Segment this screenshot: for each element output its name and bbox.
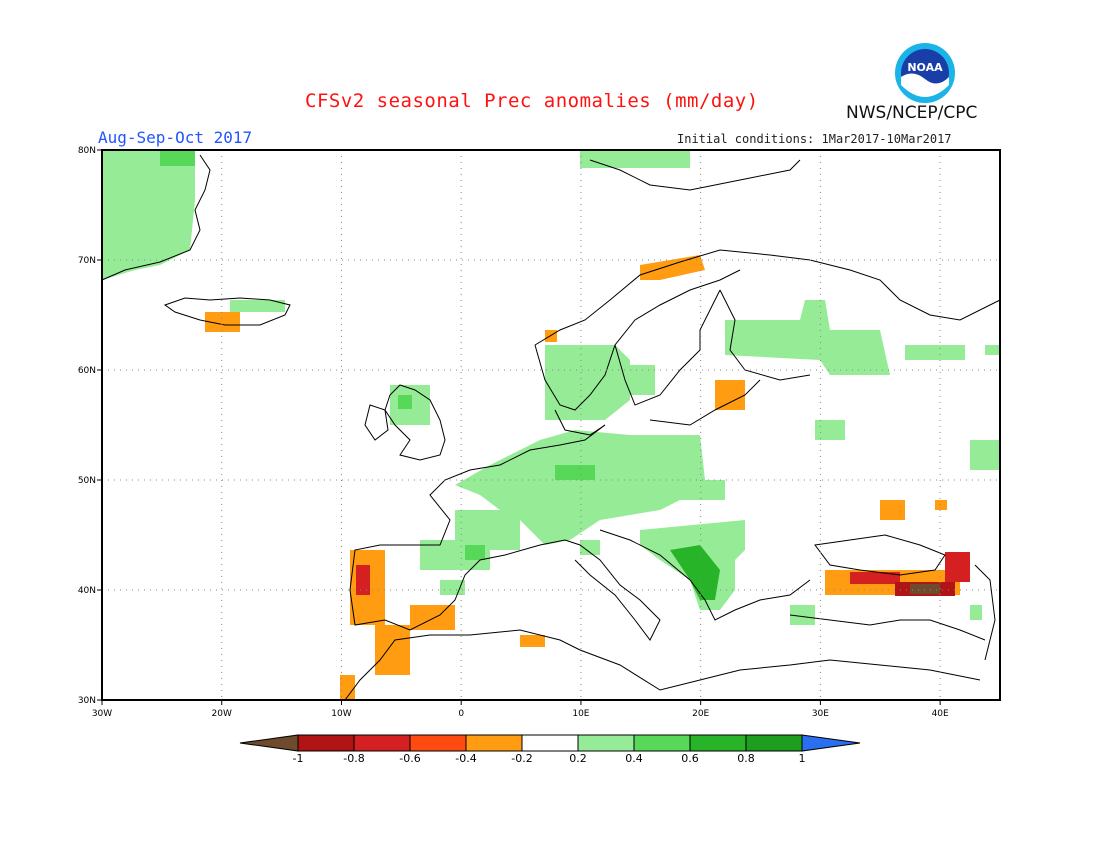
colorbar-segment (633, 734, 691, 752)
colorbar-label: -0.6 (399, 752, 420, 765)
coast-denmark (554, 409, 606, 436)
colorbar-segment (353, 734, 411, 752)
coast-scandinavia (534, 249, 1001, 346)
x-tick-label: 40E (932, 709, 949, 719)
anomaly-russia-wet3 (985, 345, 1000, 355)
anomaly-russia-wet2 (905, 345, 965, 360)
map-frame (101, 149, 1001, 701)
anomaly-turkey-red (850, 572, 900, 584)
anomaly-portugal-red (356, 565, 370, 595)
anomaly-caucasus-dry (880, 500, 905, 520)
anomaly-norway-dry2 (545, 330, 557, 342)
coast-turkey-south (789, 614, 986, 641)
colorbar-label: -1 (293, 752, 304, 765)
coast-europe-west (349, 424, 606, 631)
anomaly-morocco-dry2 (340, 675, 355, 700)
anomaly-turkey-brown (910, 584, 940, 594)
coast-baltic (649, 379, 761, 426)
colorbar-segment (745, 734, 803, 752)
y-tick-labels: 30N 40N 50N 60N 70N 80N (78, 146, 96, 706)
colorbar-label: -0.2 (511, 752, 532, 765)
colorbar-segment (577, 734, 635, 752)
anomaly-shading (102, 150, 1000, 700)
colorbar-label: 0.6 (681, 752, 699, 765)
anomaly-volga-wet (970, 440, 1000, 470)
coastlines (101, 154, 1001, 701)
anomaly-svalbard (580, 150, 690, 168)
anomaly-greece-wet (790, 605, 815, 625)
colorbar-arrow-high (801, 734, 861, 752)
anomaly-greenland (102, 150, 195, 280)
anomaly-iberia-north-core (465, 545, 485, 560)
x-tick-label: 0 (458, 709, 464, 719)
coast-ireland (364, 404, 389, 441)
colorbar-label: 0.4 (625, 752, 643, 765)
anomaly-russia-wet (725, 300, 890, 375)
map-gridlines (97, 149, 1000, 705)
anomaly-turkey-east-wet (970, 605, 982, 620)
x-tick-label: 30E (812, 709, 829, 719)
anomaly-russia-wet4 (815, 420, 845, 440)
y-tick-label: 80N (78, 146, 96, 156)
coast-italy (564, 539, 661, 641)
colorbar-label: 0.2 (569, 752, 587, 765)
coast-greenland (101, 154, 211, 281)
colorbar: -1 -0.8 -0.6 -0.4 -0.2 0.2 0.4 0.6 0.8 1 (239, 734, 861, 765)
anomaly-uk-core (398, 395, 412, 409)
anomaly-morocco-dry (375, 625, 410, 675)
anomaly-central-europe-wet (455, 430, 725, 545)
noaa-logo-text: NOAA (907, 61, 943, 74)
x-tick-label: 10E (572, 709, 589, 719)
anomaly-balkans-core (670, 545, 720, 600)
anomaly-baltic-dry (715, 380, 745, 410)
coast-north-africa (344, 629, 981, 701)
colorbar-label: 0.8 (737, 752, 755, 765)
chart-title: CFSv2 seasonal Prec anomalies (mm/day) (305, 90, 759, 112)
colorbar-segment (689, 734, 747, 752)
colorbar-segment (521, 734, 579, 752)
anomaly-iceland-wet (230, 300, 285, 312)
coast-caspian (974, 564, 996, 661)
anomaly-iceland-dry (205, 312, 240, 332)
anomaly-algeria-dry (520, 635, 545, 647)
agency-label: NWS/NCEP/CPC (846, 103, 978, 123)
coast-svalbard (589, 159, 801, 191)
y-tick-label: 60N (78, 366, 96, 376)
initial-conditions: Initial conditions: 1Mar2017-10Mar2017 (677, 132, 952, 146)
x-tick-labels: 30W 20W 10W 0 10E 20E 30E 40E (92, 709, 949, 719)
colorbar-arrow-low (239, 734, 299, 752)
coast-adriatic (599, 529, 811, 621)
colorbar-label: -0.8 (343, 752, 364, 765)
x-tick-label: 10W (331, 709, 351, 719)
x-tick-label: 20W (212, 709, 232, 719)
x-tick-label: 30W (92, 709, 112, 719)
y-tick-label: 70N (78, 256, 96, 266)
anomaly-italy-wet (580, 540, 600, 555)
coast-sweden (614, 289, 721, 406)
coast-norway-south (534, 269, 741, 411)
forecast-period: Aug-Sep-Oct 2017 (98, 128, 253, 147)
colorbar-label: 1 (799, 752, 806, 765)
colorbar-segment (297, 734, 355, 752)
anomaly-caucasus-red (945, 552, 970, 582)
y-tick-label: 30N (78, 696, 96, 706)
anomaly-caucasus-dry2 (935, 500, 947, 510)
y-tick-label: 40N (78, 586, 96, 596)
coast-black-sea (814, 534, 946, 576)
anomaly-norway-dry (640, 255, 705, 280)
x-tick-label: 20E (692, 709, 709, 719)
y-tick-label: 50N (78, 476, 96, 486)
anomaly-germany-core (555, 465, 595, 480)
anomaly-sweden-wet (610, 365, 655, 395)
coast-iceland (163, 297, 291, 326)
colorbar-segment (409, 734, 467, 752)
colorbar-segment (465, 734, 523, 752)
noaa-logo-icon: NOAA (895, 43, 955, 103)
anomaly-greenland-core (160, 150, 195, 166)
colorbar-label: -0.4 (455, 752, 476, 765)
coast-finland (719, 289, 811, 381)
